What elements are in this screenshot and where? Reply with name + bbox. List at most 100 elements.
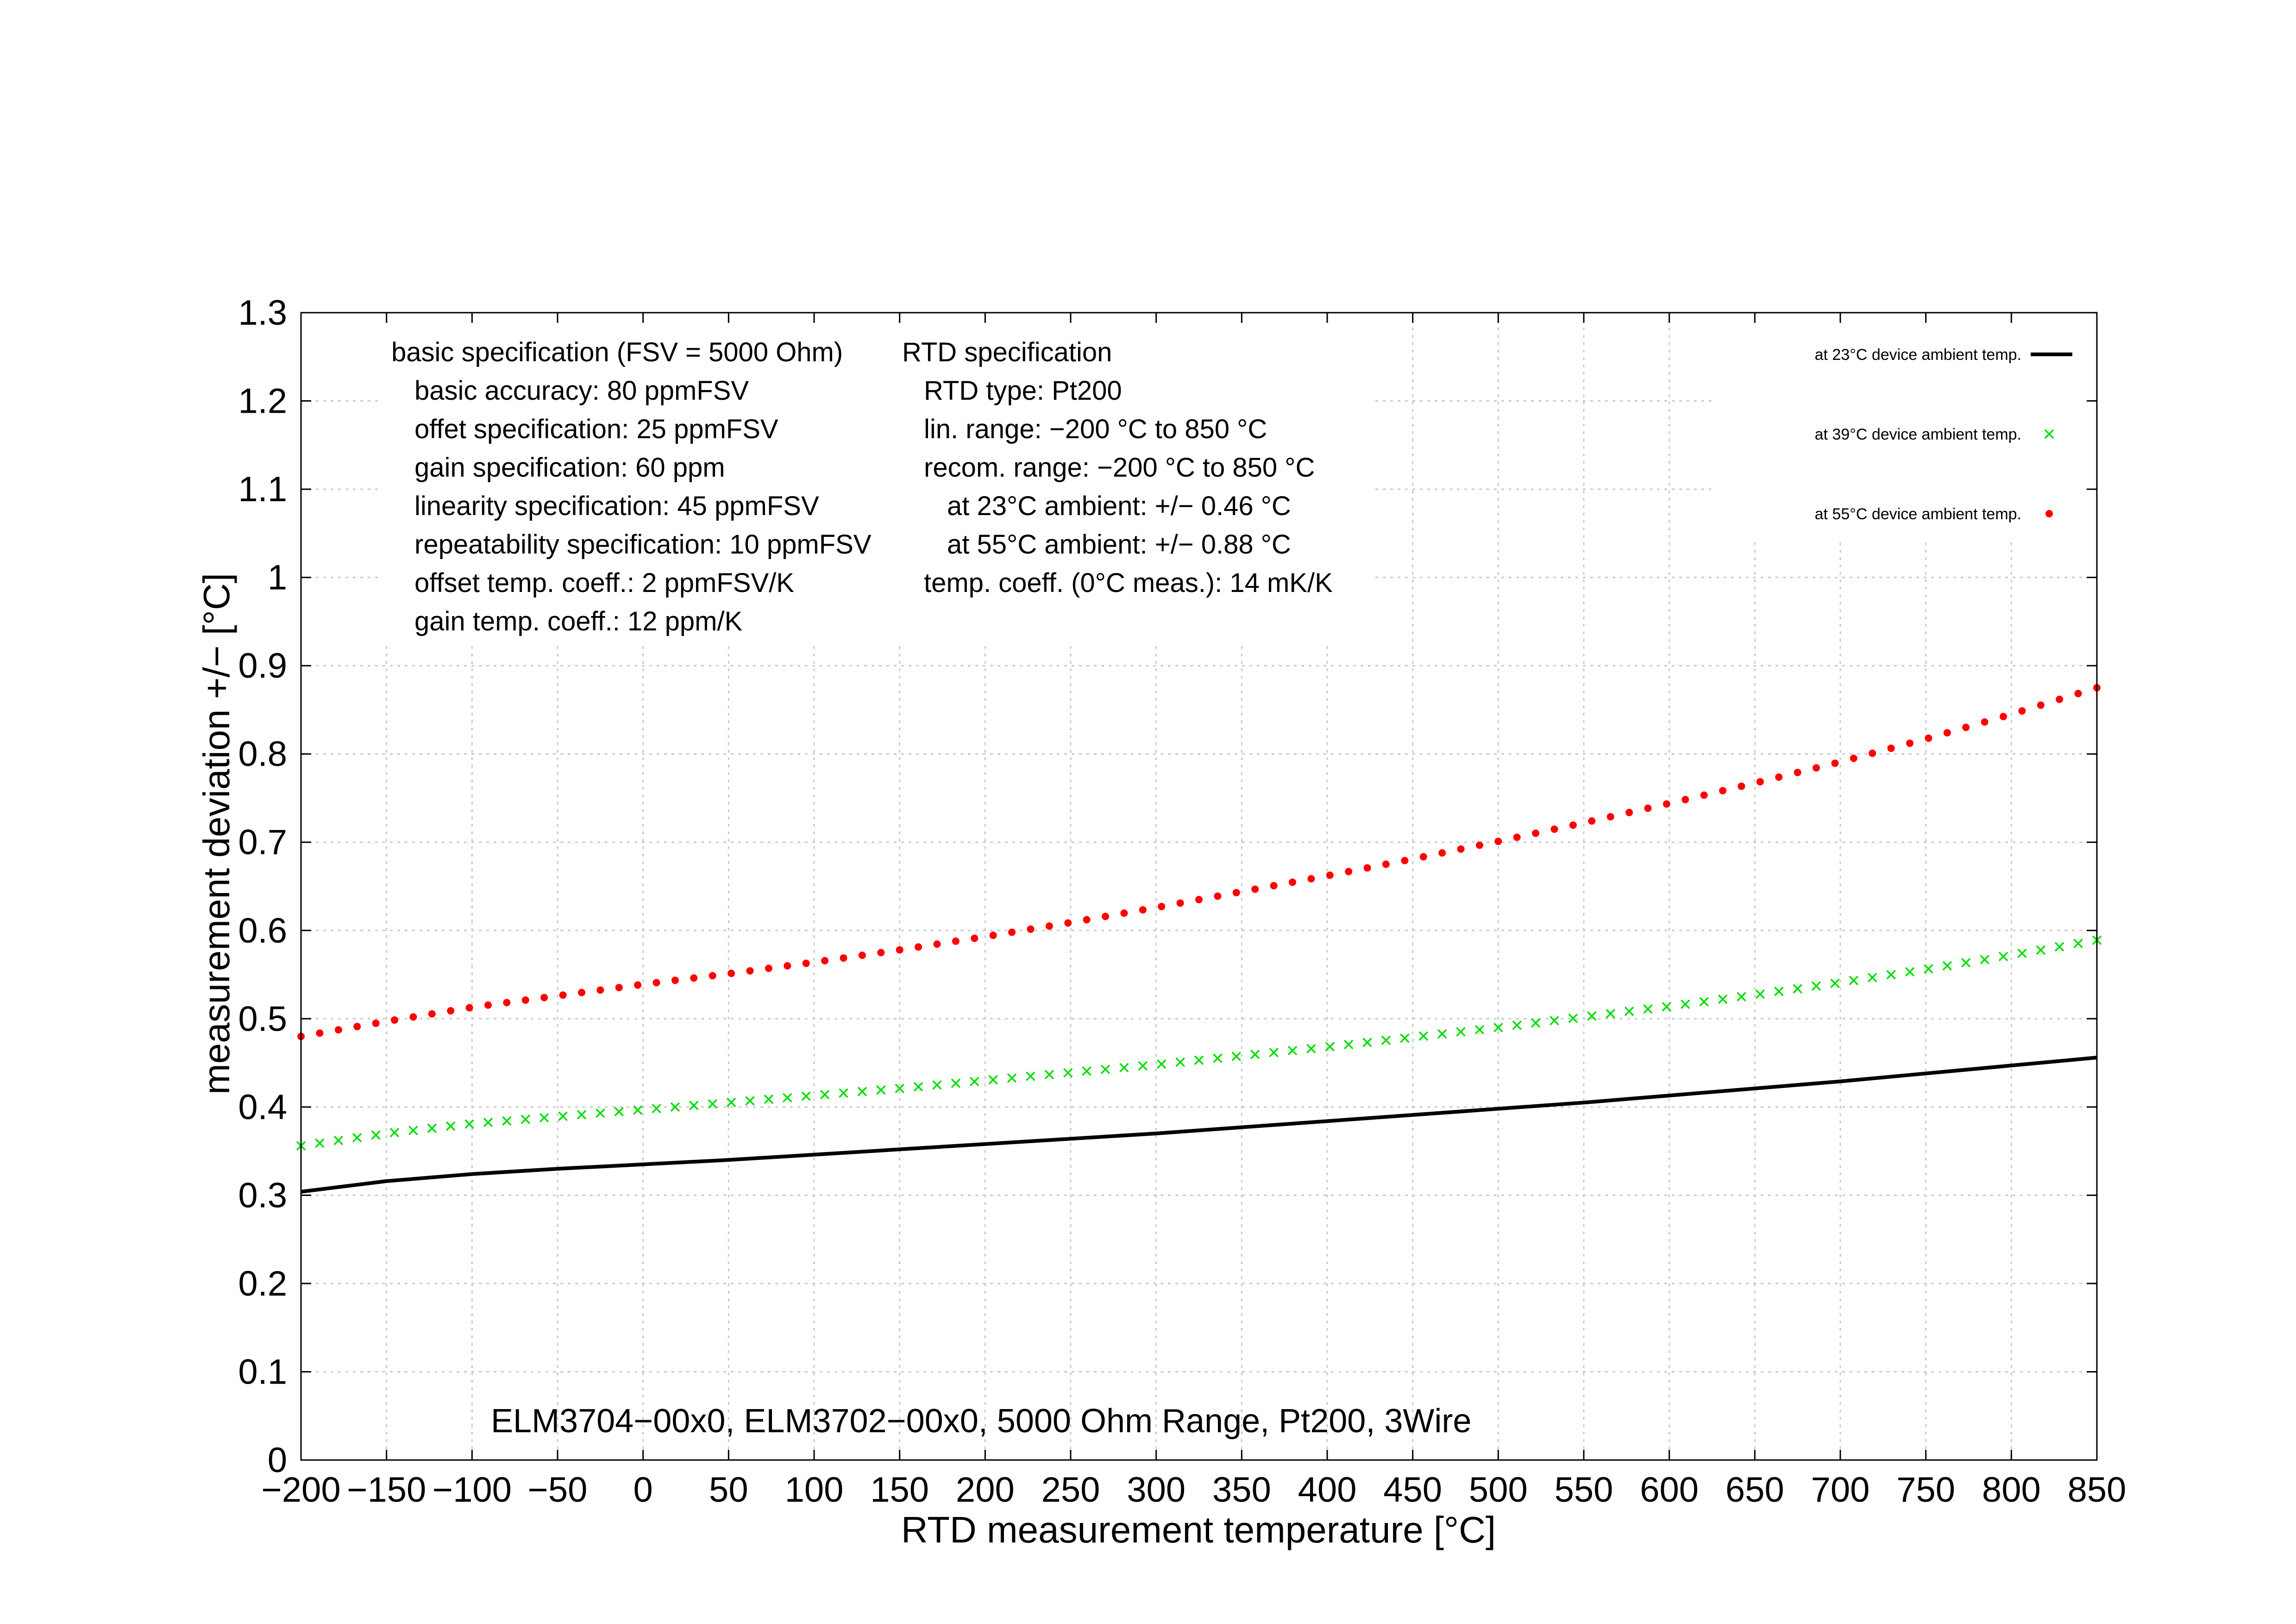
data-point: [951, 1078, 961, 1088]
data-point: [1943, 729, 1951, 736]
data-point: [726, 1097, 736, 1108]
x-tick-label: 450: [1383, 1470, 1442, 1510]
data-point: [1568, 1013, 1578, 1023]
data-point: [521, 996, 529, 1004]
x-tick-label: 650: [1725, 1470, 1784, 1510]
x-tick-label: 750: [1896, 1470, 1955, 1510]
data-point: [801, 1091, 811, 1101]
rtd-spec-line: temp. coeff. (0°C meas.): 14 mK/K: [924, 568, 1333, 598]
data-point: [1457, 845, 1465, 853]
x-tick-label: 300: [1127, 1470, 1186, 1510]
data-point: [1381, 1035, 1391, 1045]
data-point: [784, 962, 791, 970]
data-point: [1456, 1027, 1466, 1037]
data-point: [840, 954, 847, 962]
y-tick-label: 1.1: [238, 470, 287, 509]
x-tick-label: −200: [261, 1470, 340, 1510]
x-tick-label: 150: [870, 1470, 929, 1510]
data-point: [820, 1089, 830, 1100]
data-point: [465, 1004, 473, 1012]
data-point: [352, 1133, 362, 1143]
data-point: [427, 1123, 437, 1133]
data-point: [1737, 992, 1746, 1001]
data-point: [1120, 909, 1128, 917]
data-point: [1064, 919, 1072, 927]
data-point: [408, 1126, 418, 1135]
data-point: [1550, 825, 1558, 833]
data-point: [1287, 1045, 1298, 1056]
data-point: [1774, 987, 1784, 996]
data-point: [1681, 999, 1690, 1009]
data-point: [315, 1138, 325, 1148]
x-tick-label: 700: [1811, 1470, 1870, 1510]
data-point: [690, 974, 698, 982]
data-point: [1700, 791, 1708, 799]
y-axis-title: measurement deviation +/− [°C]: [196, 573, 237, 1095]
data-point: [1886, 969, 1896, 980]
data-point: [1083, 916, 1091, 924]
data-point: [1981, 718, 1989, 726]
data-point: [1662, 1002, 1672, 1012]
basic-spec-title: basic specification (FSV = 5000 Ohm): [391, 337, 843, 367]
data-point: [353, 1023, 361, 1031]
data-point: [1362, 1038, 1372, 1047]
data-point: [1475, 841, 1483, 849]
data-point: [428, 1010, 436, 1018]
data-point: [1793, 984, 1802, 994]
data-point: [1345, 868, 1353, 875]
data-point: [1756, 778, 1764, 786]
data-point: [1213, 1053, 1223, 1063]
data-point: [2037, 701, 2045, 709]
rtd-spec-title: RTD specification: [902, 337, 1112, 367]
data-point: [1119, 1063, 1129, 1073]
data-point: [539, 1113, 549, 1123]
data-point: [1063, 1068, 1073, 1078]
y-tick-label: 0.8: [238, 735, 287, 774]
data-point: [1606, 1009, 1615, 1019]
data-point: [1306, 1044, 1316, 1054]
data-point: [334, 1026, 342, 1034]
data-point: [1139, 906, 1147, 914]
data-point: [1532, 829, 1540, 837]
series-cross: [296, 935, 2102, 1151]
data-point: [970, 1076, 979, 1087]
x-tick-label: −50: [528, 1470, 588, 1510]
plot-frame: [300, 312, 2098, 1461]
data-point: [1343, 1039, 1354, 1050]
data-point: [708, 1099, 717, 1109]
data-point: [1214, 892, 1222, 900]
data-point: [1100, 1064, 1110, 1074]
data-point: [783, 1093, 792, 1103]
data-point: [596, 1108, 605, 1118]
data-point: [877, 949, 885, 957]
data-point: [445, 1121, 456, 1131]
basic-spec-line: offset temp. coeff.: 2 ppmFSV/K: [414, 568, 794, 598]
data-point: [1419, 853, 1427, 861]
data-point: [1625, 809, 1633, 817]
data-point: [484, 1001, 492, 1009]
data-point: [1401, 856, 1409, 864]
data-point: [1606, 813, 1614, 821]
data-point: [1231, 1051, 1242, 1061]
x-tick-label: 250: [1041, 1470, 1100, 1510]
legend-label: at 39°C device ambient temp.: [1815, 426, 2021, 443]
legend: at 23°C device ambient temp. at 39°C devi…: [1713, 324, 2098, 542]
data-point: [1437, 1029, 1447, 1039]
y-tick-label: 0.9: [238, 646, 287, 686]
data-point: [896, 946, 903, 954]
data-point: [1925, 734, 1932, 742]
data-point: [1887, 744, 1895, 752]
data-point: [1325, 1042, 1335, 1051]
data-point: [1102, 913, 1110, 920]
data-point: [1531, 1018, 1541, 1028]
data-point: [1962, 724, 1970, 731]
data-point: [915, 943, 922, 951]
data-point: [821, 957, 829, 965]
data-point: [971, 934, 979, 942]
basic-spec-line: gain temp. coeff.: 12 ppm/K: [414, 606, 743, 636]
data-point: [1850, 755, 1857, 762]
legend-label: at 23°C device ambient temp.: [1815, 346, 2021, 364]
data-point: [932, 1080, 942, 1090]
y-tick-label: 0.6: [238, 911, 287, 950]
data-point: [1719, 787, 1727, 795]
